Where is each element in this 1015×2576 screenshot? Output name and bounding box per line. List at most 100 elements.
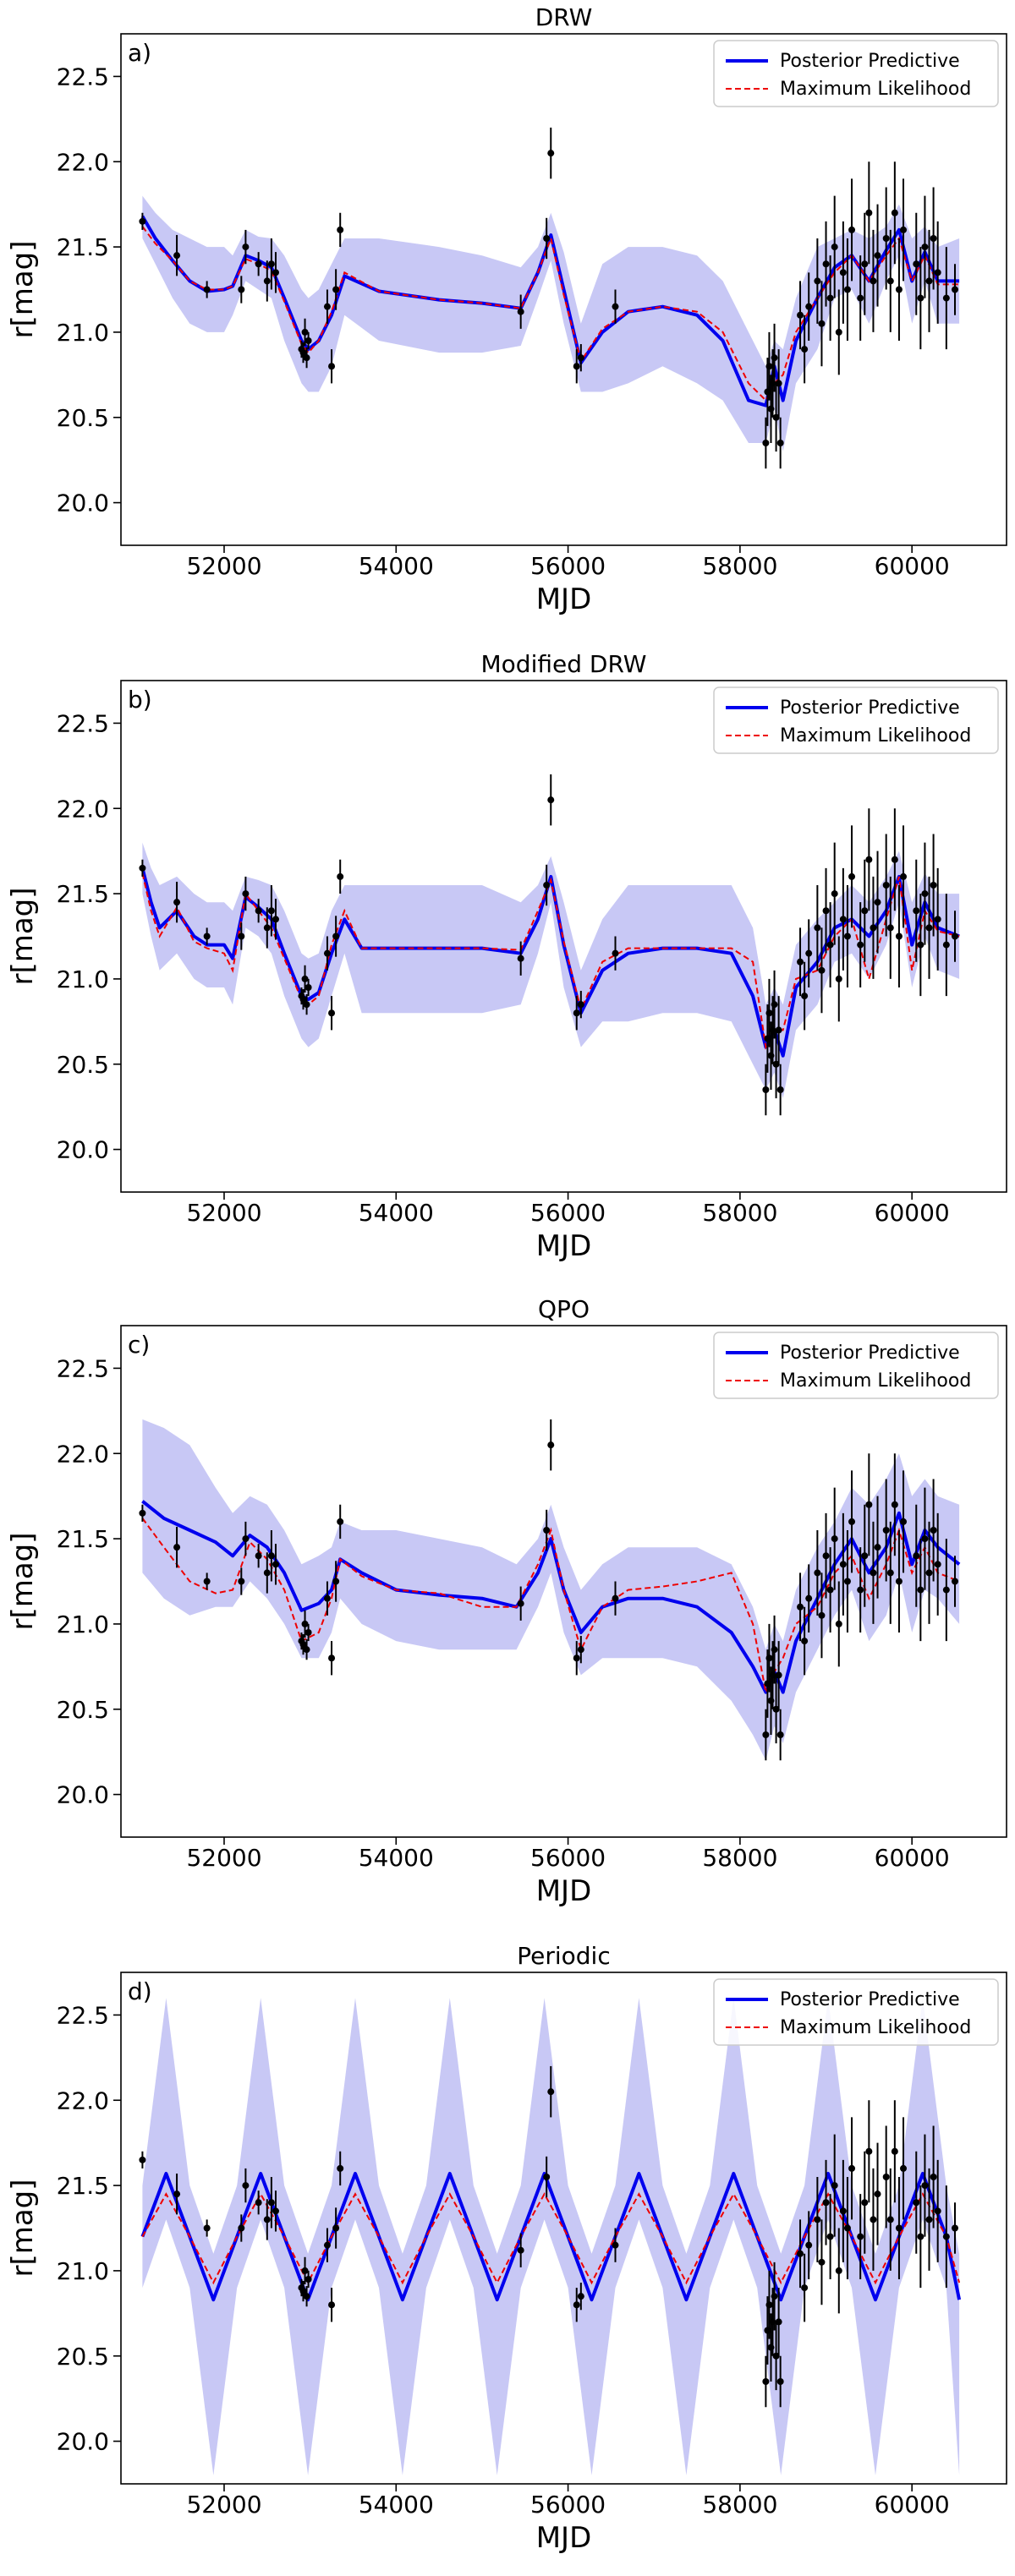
legend-box <box>713 1978 999 2046</box>
data-point <box>203 286 211 293</box>
data-point <box>917 2233 924 2240</box>
data-point <box>328 1654 336 1662</box>
x-tick-label: 52000 <box>186 1199 261 1227</box>
data-point <box>242 1535 250 1543</box>
data-point <box>242 243 250 251</box>
data-point <box>934 269 941 276</box>
data-point <box>267 907 275 915</box>
y-tick-label: 22.0 <box>57 795 109 823</box>
data-points <box>139 1419 959 1761</box>
data-point <box>857 2233 864 2240</box>
data-point <box>930 235 937 242</box>
data-point <box>272 916 279 923</box>
x-tick-label: 52000 <box>186 1844 261 1872</box>
data-point <box>814 924 821 932</box>
y-tick-label: 20.0 <box>57 489 109 517</box>
data-point <box>203 1578 211 1585</box>
panel-label: c) <box>128 1331 150 1359</box>
data-point <box>831 890 838 898</box>
y-tick-label: 20.0 <box>57 1781 109 1809</box>
data-point <box>826 941 834 949</box>
data-point <box>835 2267 842 2274</box>
data-points <box>139 127 959 469</box>
legend-box <box>713 40 999 107</box>
data-point <box>771 1646 778 1654</box>
data-point <box>826 294 834 302</box>
y-tick-label: 20.5 <box>57 1696 109 1724</box>
data-point <box>925 1569 933 1577</box>
data-point <box>517 308 524 315</box>
data-point <box>934 916 941 923</box>
data-point <box>805 2241 813 2249</box>
data-point <box>771 354 778 362</box>
y-tick-label: 21.5 <box>57 1525 109 1553</box>
data-point <box>913 1552 920 1560</box>
data-point <box>242 2182 250 2190</box>
data-point <box>263 277 271 285</box>
data-point <box>874 2190 881 2198</box>
data-point <box>238 2224 245 2232</box>
data-point <box>835 1620 842 1627</box>
y-tick-label: 22.0 <box>57 1440 109 1468</box>
data-point <box>332 286 340 293</box>
data-point <box>818 2258 826 2266</box>
legend: Posterior Predictive Maximum Likelihood <box>713 1332 999 1399</box>
panel-1: 52000 54000 56000 58000 60000 20.0 20.5 21.0 21.… <box>6 3 1007 616</box>
data-point <box>891 209 898 216</box>
data-point <box>895 933 903 940</box>
data-point <box>762 2378 770 2385</box>
data-point <box>332 2224 340 2232</box>
data-point <box>547 150 555 157</box>
data-point <box>765 1009 773 1017</box>
data-point <box>797 1603 804 1611</box>
data-point <box>921 243 929 251</box>
data-point <box>573 1654 580 1662</box>
data-point <box>323 2241 331 2249</box>
data-point <box>299 996 307 1004</box>
data-point <box>543 2174 551 2180</box>
data-point <box>882 1527 890 1534</box>
legend: Posterior Predictive Maximum Likelihood <box>713 1978 999 2046</box>
data-point <box>139 2156 146 2163</box>
data-point <box>861 1552 869 1560</box>
data-point <box>328 363 336 370</box>
data-point <box>805 1594 813 1602</box>
data-point <box>328 2301 336 2309</box>
maximum-likelihood-line <box>141 2192 961 2285</box>
posterior-confidence-band <box>142 195 960 452</box>
data-points <box>139 2065 959 2408</box>
data-point <box>843 2224 851 2232</box>
data-point <box>925 277 933 285</box>
y-axis-label: r[mag] <box>6 240 40 338</box>
data-point <box>301 328 309 336</box>
data-point <box>865 1501 873 1508</box>
y-axis-label: r[mag] <box>6 1532 40 1630</box>
data-point <box>895 1578 903 1585</box>
data-point <box>776 1731 784 1738</box>
data-point <box>934 1561 941 1568</box>
x-axis-label: MJD <box>536 582 592 616</box>
data-point <box>612 1594 619 1602</box>
data-point <box>304 2276 312 2283</box>
data-point <box>203 2224 211 2232</box>
legend-posterior-label: Posterior Predictive <box>780 51 960 72</box>
data-point <box>801 2284 809 2292</box>
data-point <box>299 349 307 357</box>
data-point <box>577 2293 584 2300</box>
y-tick-label: 20.5 <box>57 404 109 432</box>
data-point <box>891 1501 898 1508</box>
maximum-likelihood-line <box>141 226 960 402</box>
data-point <box>797 311 804 319</box>
data-point <box>900 2164 908 2172</box>
data-point <box>818 966 826 974</box>
data-point <box>577 1646 584 1654</box>
legend-ml-label: Maximum Likelihood <box>780 79 971 100</box>
data-point <box>870 1569 877 1577</box>
panel-label: d) <box>128 1977 152 2005</box>
data-point <box>952 286 959 293</box>
data-point <box>304 984 312 991</box>
y-tick-label: 22.0 <box>57 148 109 176</box>
data-point <box>857 294 864 302</box>
data-point <box>762 1731 770 1738</box>
data-point <box>323 1594 331 1602</box>
